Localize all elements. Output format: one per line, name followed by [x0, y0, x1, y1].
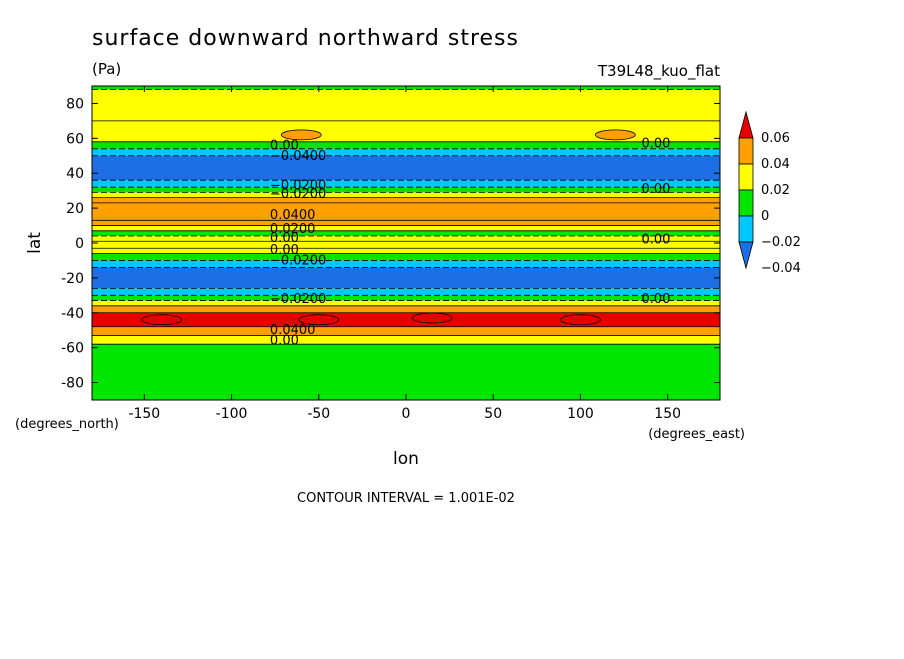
y-tick-label: -60 — [61, 341, 84, 357]
contour-band — [92, 236, 720, 242]
contour-label: −0.0200 — [270, 187, 326, 202]
contour-band — [92, 295, 720, 301]
colorbar-triangle-bottom — [738, 241, 754, 270]
contour-label: 0.00 — [270, 231, 299, 246]
contour-label: 0.00 — [642, 233, 671, 248]
contour-label: 0.00 — [270, 334, 299, 349]
y-axis-ticks: 80 60 40 20 0 -20 -40 -60 -80 — [61, 96, 720, 392]
extremum-patch — [560, 314, 601, 326]
contour-band — [92, 197, 720, 203]
contour-band — [92, 225, 720, 231]
contour-label: −0.0200 — [270, 178, 326, 193]
colorbar-label: 0.02 — [761, 183, 790, 198]
contour-band — [92, 89, 720, 121]
contour-label: 0.00 — [642, 292, 671, 307]
x-tick-label: 100 — [567, 406, 594, 422]
colorbar-label: −0.04 — [761, 261, 801, 276]
contour-band — [92, 220, 720, 226]
contour-band — [92, 260, 720, 268]
contour-label: 0.0400 — [270, 323, 316, 338]
contour-band — [92, 344, 720, 400]
contour-band — [92, 312, 720, 327]
extremum-patch — [298, 314, 340, 326]
contour-label: 0.00 — [270, 138, 299, 153]
contour-label: −0.0400 — [270, 149, 326, 164]
colorbar-label: 0.06 — [761, 131, 790, 146]
colorbar-label: 0.04 — [761, 157, 790, 172]
contour-label: −0.0200 — [270, 292, 326, 307]
y-tick-label: 0 — [75, 236, 84, 252]
contour-label: −0.0200 — [270, 253, 326, 268]
colorbar-label: 0 — [761, 209, 769, 224]
colorbar-segment — [738, 163, 754, 191]
contour-label: 0.00 — [270, 243, 299, 258]
contour-label: 0.0200 — [270, 222, 316, 237]
contour-band — [92, 288, 720, 296]
contour-band — [92, 241, 720, 249]
contour-band — [92, 267, 720, 289]
colorbar-triangle-top — [738, 110, 754, 139]
contour-band — [92, 230, 720, 237]
colorbar-segment — [738, 215, 754, 243]
contour-band — [92, 120, 720, 142]
x-tick-label: 150 — [654, 406, 681, 422]
contour-interval-text: CONTOUR INTERVAL = 1.001E-02 — [297, 491, 515, 506]
colorbar: 0.06 0.04 0.02 0 −0.02 −0.04 — [738, 110, 801, 276]
x-units-label: (degrees_east) — [648, 427, 745, 442]
contour-label: 0.00 — [642, 137, 671, 152]
extremum-patch — [411, 312, 453, 324]
contour-band — [92, 248, 720, 254]
y-tick-label: -20 — [61, 271, 84, 287]
x-axis-ticks: -150 -100 -50 0 50 100 150 — [128, 86, 681, 422]
chart-title: surface downward northward stress — [92, 26, 519, 51]
contour-band — [92, 253, 720, 261]
y-tick-label: -40 — [61, 306, 84, 322]
contour-band — [92, 141, 720, 149]
extremum-patch — [594, 129, 636, 141]
contour-band — [92, 192, 720, 198]
x-tick-label: -100 — [216, 406, 248, 422]
x-tick-label: -150 — [128, 406, 160, 422]
y-tick-label: 80 — [66, 96, 84, 112]
plot-area: 0.00−0.0400−0.0200−0.02000.04000.02000.0… — [92, 86, 720, 401]
contour-band — [92, 326, 720, 336]
contour-band — [92, 187, 720, 193]
contour-band — [92, 335, 720, 345]
contour-band — [92, 202, 720, 221]
colorbar-segment — [738, 189, 754, 217]
contour-band — [92, 148, 720, 156]
colorbar-label: −0.02 — [761, 235, 801, 250]
y-tick-label: -80 — [61, 376, 84, 392]
contour-band — [92, 300, 720, 306]
extremum-patch — [280, 129, 322, 141]
y-units-label: (degrees_north) — [15, 417, 119, 432]
contour-band — [92, 155, 720, 181]
y-tick-label: 40 — [66, 166, 84, 182]
colorbar-segment — [738, 137, 754, 165]
y-tick-label: 60 — [66, 131, 84, 147]
contour-label: 0.0400 — [270, 208, 316, 223]
x-tick-label: 50 — [484, 406, 502, 422]
x-axis-label: lon — [393, 449, 419, 469]
extremum-patch — [141, 314, 183, 326]
dataset-label: T39L48_kuo_flat — [597, 62, 720, 81]
chart-units: (Pa) — [92, 60, 121, 78]
x-tick-label: 0 — [402, 406, 411, 422]
x-tick-label: -50 — [307, 406, 330, 422]
y-axis-label: lat — [25, 232, 45, 254]
contour-label: 0.00 — [642, 182, 671, 197]
contour-band — [92, 305, 720, 313]
y-tick-label: 20 — [66, 201, 84, 217]
contour-band — [92, 180, 720, 188]
